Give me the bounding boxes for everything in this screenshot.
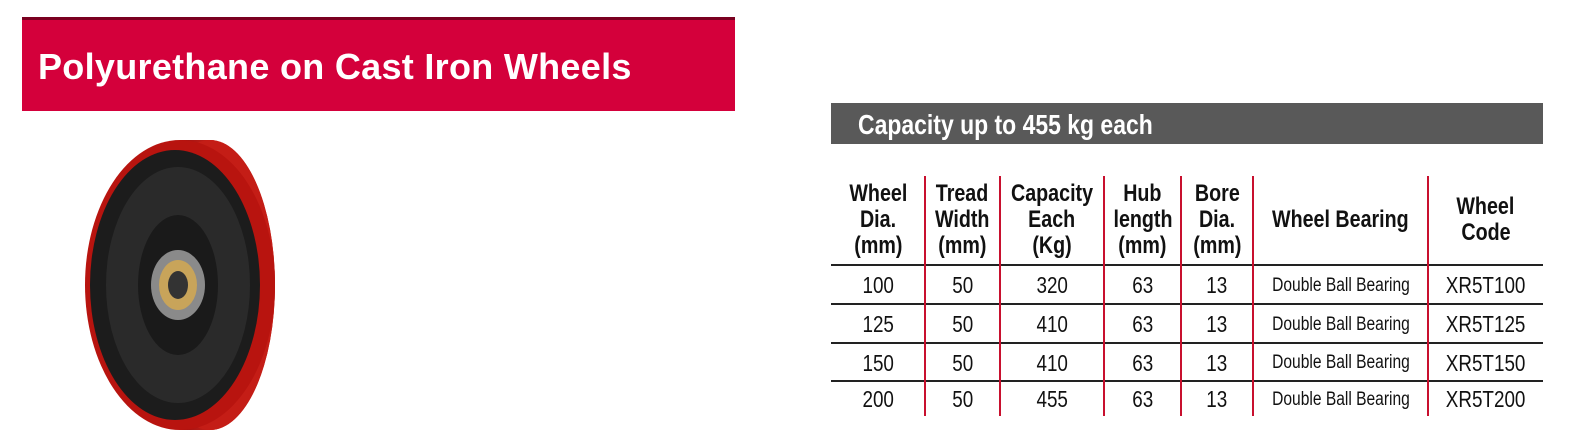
table-cell: 13: [1181, 305, 1253, 344]
cell-text: 13: [1206, 386, 1228, 412]
caption-bar: Capacity up to 455 kg each: [831, 103, 1543, 144]
header-line: Wheel Bearing: [1272, 206, 1409, 233]
cell-text: Double Ball Bearing: [1271, 352, 1410, 373]
cell-text: 50: [952, 386, 973, 412]
cell-text: 50: [952, 311, 973, 337]
cell-text: 410: [1036, 349, 1068, 376]
cell-text: 320: [1036, 272, 1068, 298]
cell-text: 13: [1206, 349, 1228, 376]
caption: Capacity up to 455 kg each: [858, 109, 1153, 140]
cell-text: 410: [1036, 311, 1068, 337]
header-line: (mm): [853, 232, 903, 259]
column-divider: [1427, 176, 1429, 416]
cell-text: 100: [862, 272, 894, 298]
header-line: Bore: [1194, 180, 1240, 207]
cell-text: 455: [1036, 386, 1068, 412]
row-divider: [831, 303, 1543, 305]
table-cell: Double Ball Bearing: [1253, 344, 1428, 382]
header-line: (mm): [938, 232, 987, 259]
table-cell: 125: [831, 305, 925, 344]
table-cell: 63: [1104, 344, 1181, 382]
table-cell: XR5T125: [1428, 305, 1543, 344]
header-line: (Kg): [1032, 232, 1072, 259]
table-cell: Double Ball Bearing: [1253, 305, 1428, 344]
table-cell: 13: [1181, 382, 1253, 417]
column-header: Bore Dia. (mm): [1181, 176, 1253, 264]
column-header: Capacity Each (Kg): [1000, 176, 1104, 264]
column-divider: [999, 176, 1001, 416]
cell-text: 200: [862, 386, 894, 412]
cell-text: 125: [862, 311, 894, 337]
column-divider: [1180, 176, 1182, 416]
wheel-image: [85, 140, 275, 430]
table-cell: 410: [1000, 305, 1104, 344]
table-cell: 100: [831, 266, 925, 305]
cell-text: XR5T100: [1445, 272, 1526, 298]
table-cell: 13: [1181, 266, 1253, 305]
header-line: Code: [1460, 219, 1511, 246]
table-cell: 320: [1000, 266, 1104, 305]
header-line: (mm): [1192, 232, 1242, 259]
header-line: Tread: [936, 180, 989, 207]
table-cell: 150: [831, 344, 925, 382]
header-line: Width: [935, 206, 990, 233]
cell-text: Double Ball Bearing: [1271, 274, 1410, 296]
table-cell: XR5T200: [1428, 382, 1543, 417]
cell-text: 50: [952, 272, 973, 298]
column-divider: [924, 176, 926, 416]
column-header: Tread Width (mm): [925, 176, 1000, 264]
cell-text: 63: [1132, 311, 1153, 337]
header-line: (mm): [1118, 232, 1167, 259]
table-cell: 63: [1104, 305, 1181, 344]
header-line: Hub: [1123, 180, 1162, 207]
column-header: Wheel Code: [1428, 176, 1543, 264]
table-cell: 63: [1104, 382, 1181, 417]
column-header: Wheel Bearing: [1253, 176, 1428, 264]
table-cell: 200: [831, 382, 925, 417]
table-cell: 455: [1000, 382, 1104, 417]
table-cell: XR5T100: [1428, 266, 1543, 305]
cell-text: 150: [862, 349, 894, 376]
header-line: Each: [1028, 206, 1076, 233]
cell-text: 50: [952, 349, 973, 376]
table-cell: XR5T150: [1428, 344, 1543, 382]
title: Polyurethane on Cast Iron Wheels: [38, 46, 632, 87]
row-divider: [831, 342, 1543, 344]
cell-text: XR5T125: [1445, 311, 1526, 337]
cell-text: 63: [1132, 349, 1153, 376]
table-cell: 50: [925, 344, 1000, 382]
cell-text: Double Ball Bearing: [1271, 313, 1410, 335]
column-divider: [1252, 176, 1254, 416]
cell-text: 13: [1206, 311, 1228, 337]
cell-text: XR5T150: [1445, 349, 1526, 376]
table-cell: 13: [1181, 344, 1253, 382]
table-cell: 50: [925, 382, 1000, 417]
cell-text: Double Ball Bearing: [1271, 388, 1410, 410]
row-divider: [831, 264, 1543, 266]
header-line: Wheel: [1456, 193, 1515, 220]
table-cell: 50: [925, 266, 1000, 305]
table-cell: 410: [1000, 344, 1104, 382]
row-divider: [831, 380, 1543, 382]
cell-text: 63: [1132, 386, 1153, 412]
table-cell: Double Ball Bearing: [1253, 266, 1428, 305]
column-header: Hub length (mm): [1104, 176, 1181, 264]
table-cell: 50: [925, 305, 1000, 344]
header-line: Capacity: [1010, 180, 1094, 207]
title-banner: Polyurethane on Cast Iron Wheels: [22, 17, 735, 111]
table-cell: Double Ball Bearing: [1253, 382, 1428, 417]
header-line: Dia.: [859, 206, 897, 233]
cell-text: 13: [1206, 272, 1228, 298]
header-line: length: [1112, 206, 1173, 233]
column-divider: [1103, 176, 1105, 416]
column-header: Wheel Dia. (mm): [831, 176, 925, 264]
header-line: Dia.: [1198, 206, 1236, 233]
table-cell: 63: [1104, 266, 1181, 305]
header-line: Wheel: [849, 180, 907, 207]
cell-text: 63: [1132, 272, 1153, 298]
cell-text: XR5T200: [1445, 386, 1526, 412]
